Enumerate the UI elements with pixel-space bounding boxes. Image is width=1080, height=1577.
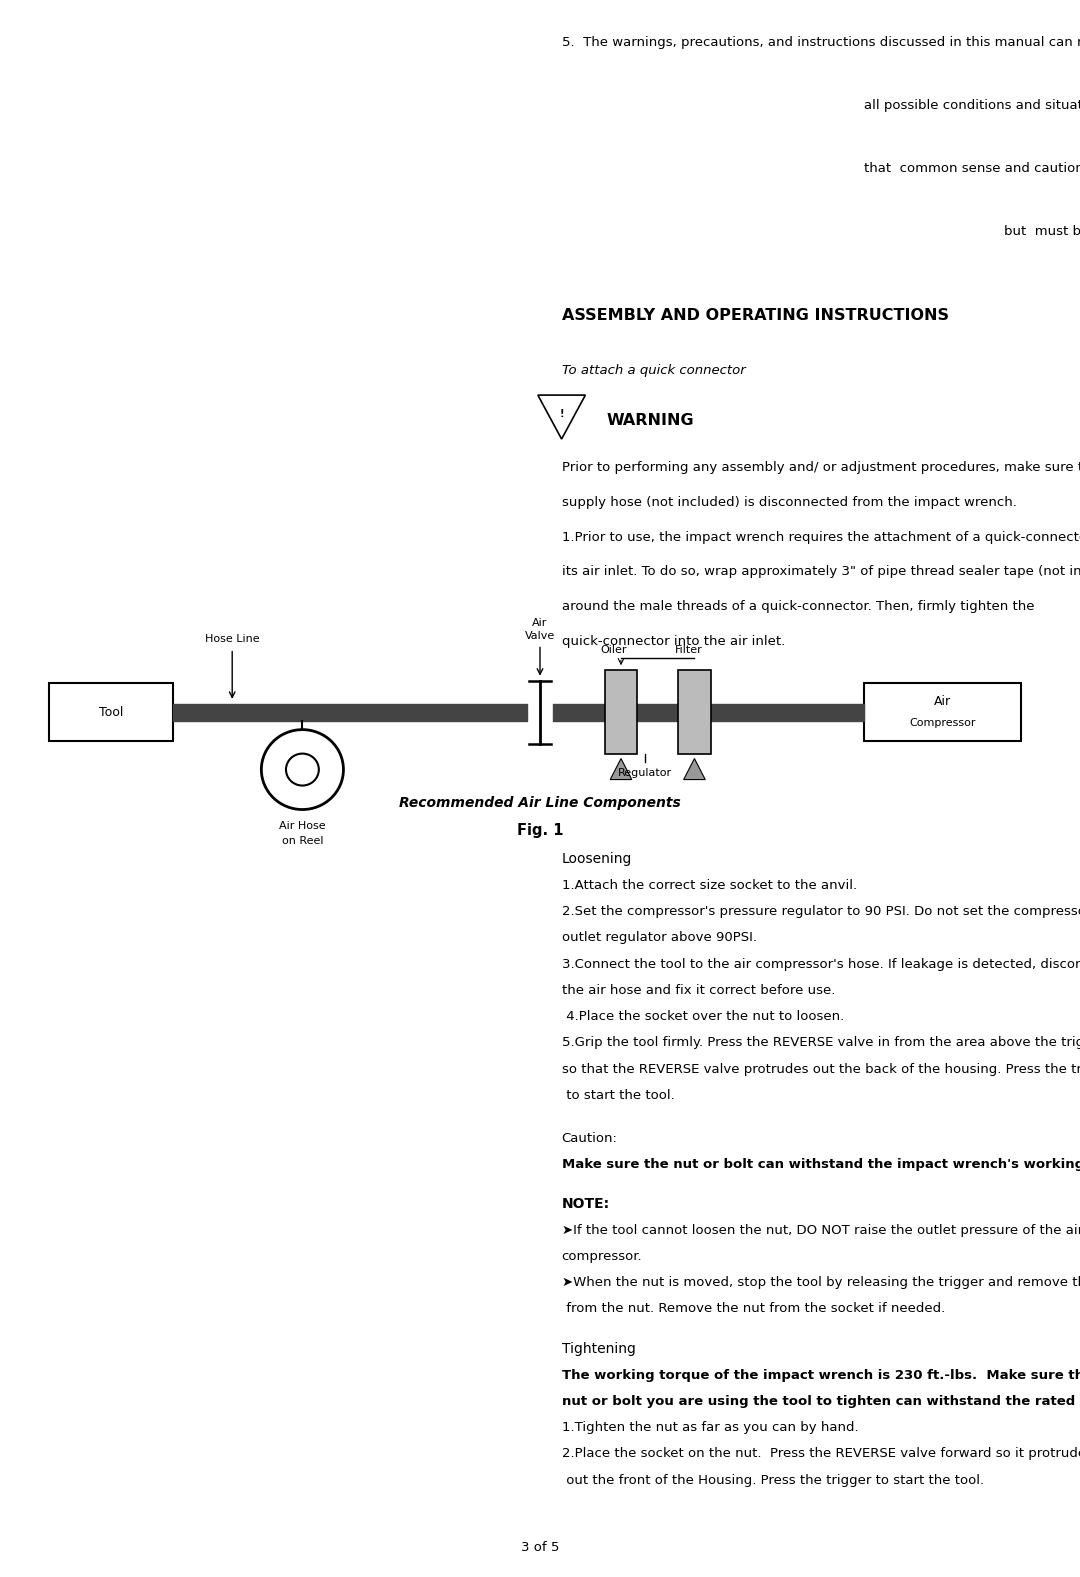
Text: around the male threads of a quick-connector. Then, firmly tighten the: around the male threads of a quick-conne… [562,601,1034,613]
Text: Tightening: Tightening [562,1342,635,1356]
Bar [49,683,173,741]
Text: Tool: Tool [98,706,123,719]
Text: 1.Tighten the nut as far as you can by hand.: 1.Tighten the nut as far as you can by h… [562,1421,859,1433]
Text: on Reel: on Reel [282,836,323,847]
Text: ➤When the nut is moved, stop the tool by releasing the trigger and remove the to: ➤When the nut is moved, stop the tool by… [562,1276,1080,1288]
Text: 3.Connect the tool to the air compressor's hose. If leakage is detected, disconn: 3.Connect the tool to the air compressor… [562,957,1080,970]
Text: 5.  The warnings, precautions, and instructions discussed in this manual can not: 5. The warnings, precautions, and instru… [562,36,1080,49]
Text: 1.Prior to use, the impact wrench requires the attachment of a quick-connector i: 1.Prior to use, the impact wrench requir… [562,531,1080,544]
Text: Valve: Valve [525,631,555,642]
Text: but  must be supplied by the operator.: but must be supplied by the operator. [1004,226,1080,238]
Text: 1.Attach the correct size socket to the anvil.: 1.Attach the correct size socket to the … [562,878,856,891]
Text: the air hose and fix it correct before use.: the air hose and fix it correct before u… [562,984,835,997]
Text: supply hose (not included) is disconnected from the impact wrench.: supply hose (not included) is disconnect… [562,497,1016,509]
Text: Oiler: Oiler [600,645,626,654]
Text: to start the tool.: to start the tool. [562,1090,674,1102]
Text: so that the REVERSE valve protrudes out the back of the housing. Press the trigg: so that the REVERSE valve protrudes out … [562,1063,1080,1076]
Text: 3 of 5: 3 of 5 [521,1541,559,1553]
Text: its air inlet. To do so, wrap approximately 3" of pipe thread sealer tape (not i: its air inlet. To do so, wrap approximat… [562,566,1080,579]
Text: ➤If the tool cannot loosen the nut, DO NOT raise the outlet pressure of the air: ➤If the tool cannot loosen the nut, DO N… [562,1224,1080,1236]
Text: NOTE:: NOTE: [562,1197,610,1211]
Text: Air: Air [532,618,548,629]
Text: 2.Place the socket on the nut.  Press the REVERSE valve forward so it protrudes: 2.Place the socket on the nut. Press the… [562,1448,1080,1460]
Text: To attach a quick connector: To attach a quick connector [562,364,745,377]
Text: Regulator: Regulator [618,768,672,777]
Text: 5.Grip the tool firmly. Press the REVERSE valve in from the area above the trigg: 5.Grip the tool firmly. Press the REVERS… [562,1036,1080,1049]
Polygon shape [610,759,632,779]
Text: out the front of the Housing. Press the trigger to start the tool.: out the front of the Housing. Press the … [562,1474,984,1487]
Text: that  common sense and caution are factors which cannot be built into this produ: that common sense and caution are factor… [864,162,1080,175]
Text: 4.Place the socket over the nut to loosen.: 4.Place the socket over the nut to loose… [562,1011,843,1023]
Text: outlet regulator above 90PSI.: outlet regulator above 90PSI. [562,932,757,945]
Text: ASSEMBLY AND OPERATING INSTRUCTIONS: ASSEMBLY AND OPERATING INSTRUCTIONS [562,308,948,323]
Text: nut or bolt you are using the tool to tighten can withstand the rated torque.: nut or bolt you are using the tool to ti… [562,1396,1080,1408]
Text: compressor.: compressor. [562,1251,643,1263]
Text: Air Hose: Air Hose [279,822,326,831]
Text: !: ! [559,408,564,419]
Text: Recommended Air Line Components: Recommended Air Line Components [400,796,680,811]
Text: 2.Set the compressor's pressure regulator to 90 PSI. Do not set the compressor's: 2.Set the compressor's pressure regulato… [562,905,1080,918]
Text: Filter: Filter [675,645,703,654]
Text: all possible conditions and situations that may occur. The operator must  unders: all possible conditions and situations t… [864,99,1080,112]
Text: Hose Line: Hose Line [205,634,259,645]
Text: Caution:: Caution: [562,1132,618,1145]
Text: Air: Air [934,695,950,708]
Text: The working torque of the impact wrench is 230 ft.-lbs.  Make sure that the: The working torque of the impact wrench … [562,1369,1080,1381]
Text: Fig. 1: Fig. 1 [516,823,564,837]
Polygon shape [684,759,705,779]
Text: Loosening: Loosening [562,852,632,866]
Bar [678,670,711,754]
Bar [605,670,637,754]
Text: Compressor: Compressor [909,718,975,729]
Text: from the nut. Remove the nut from the socket if needed.: from the nut. Remove the nut from the so… [562,1303,945,1315]
Text: WARNING: WARNING [607,413,694,427]
Text: Make sure the nut or bolt can withstand the impact wrench's working torque.: Make sure the nut or bolt can withstand … [562,1159,1080,1172]
Text: Prior to performing any assembly and/ or adjustment procedures, make sure the ai: Prior to performing any assembly and/ or… [562,462,1080,475]
Text: quick-connector into the air inlet.: quick-connector into the air inlet. [562,636,785,648]
Bar [864,683,1021,741]
